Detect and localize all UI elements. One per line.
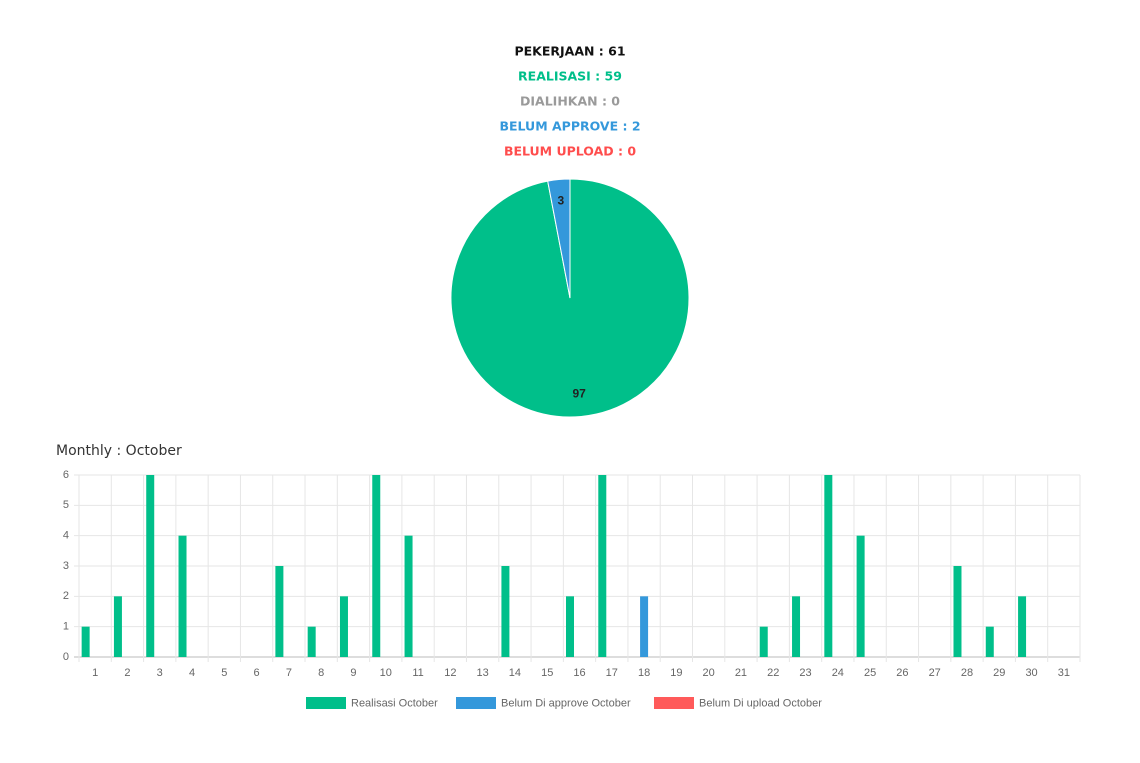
y-tick-label: 3 [63, 560, 69, 572]
bar [275, 566, 284, 657]
x-tick-label: 19 [670, 667, 682, 679]
legend-swatch[interactable] [654, 697, 694, 709]
x-tick-label: 5 [221, 667, 227, 679]
legend-swatch[interactable] [306, 697, 346, 709]
x-tick-label: 14 [509, 667, 521, 679]
x-tick-label: 21 [735, 667, 747, 679]
pie-slice [547, 178, 571, 299]
y-tick-label: 6 [63, 469, 69, 481]
x-tick-label: 12 [444, 667, 456, 679]
x-tick-label: 9 [350, 667, 356, 679]
bar [404, 535, 413, 657]
x-tick-label: 3 [157, 667, 163, 679]
bar [856, 535, 865, 657]
x-tick-label: 4 [189, 667, 195, 679]
summary-line: BELUM APPROVE : 2 [499, 119, 640, 134]
y-tick-label: 4 [63, 530, 69, 542]
bar [339, 596, 348, 657]
x-tick-label: 24 [832, 667, 844, 679]
bar [1018, 596, 1027, 657]
x-tick-label: 15 [541, 667, 553, 679]
summary-line: PEKERJAAN : 61 [514, 44, 625, 59]
summary-line: DIALIHKAN : 0 [520, 94, 620, 109]
bar [307, 626, 316, 657]
x-tick-label: 18 [638, 667, 650, 679]
bar [792, 596, 801, 657]
bar [81, 626, 90, 657]
x-tick-label: 13 [477, 667, 489, 679]
y-tick-label: 5 [63, 499, 69, 511]
bar [985, 626, 994, 657]
x-tick-label: 30 [1025, 667, 1037, 679]
bar [501, 566, 510, 657]
bar [146, 475, 155, 657]
bar [640, 596, 649, 657]
summary-line: BELUM UPLOAD : 0 [504, 144, 636, 159]
chart-title: Monthly : October [56, 443, 182, 459]
x-tick-label: 16 [573, 667, 585, 679]
x-tick-label: 25 [864, 667, 876, 679]
x-tick-label: 26 [896, 667, 908, 679]
legend-swatch[interactable] [456, 697, 496, 709]
x-tick-label: 7 [286, 667, 292, 679]
x-tick-label: 17 [606, 667, 618, 679]
y-tick-label: 2 [63, 590, 69, 602]
legend-label[interactable]: Realisasi October [351, 697, 438, 709]
x-tick-label: 22 [767, 667, 779, 679]
x-tick-label: 1 [92, 667, 98, 679]
bar [824, 475, 833, 657]
x-tick-label: 28 [961, 667, 973, 679]
x-tick-label: 23 [799, 667, 811, 679]
x-tick-label: 31 [1058, 667, 1070, 679]
x-tick-label: 6 [254, 667, 260, 679]
y-tick-label: 1 [63, 621, 69, 633]
bar [372, 475, 381, 657]
x-tick-label: 29 [993, 667, 1005, 679]
bar [113, 596, 122, 657]
legend-label[interactable]: Belum Di approve October [501, 697, 631, 709]
legend-label[interactable]: Belum Di upload October [699, 697, 822, 709]
bar [953, 566, 962, 657]
bar [566, 596, 574, 657]
pie-label: 3 [558, 194, 565, 208]
pie-label: 97 [572, 387, 586, 401]
summary-line: REALISASI : 59 [518, 69, 622, 84]
x-tick-label: 11 [412, 667, 423, 679]
x-tick-label: 27 [929, 667, 941, 679]
bar [598, 475, 607, 657]
y-tick-label: 0 [63, 651, 69, 663]
x-tick-label: 20 [703, 667, 715, 679]
bar [178, 535, 187, 657]
x-tick-label: 2 [124, 667, 130, 679]
x-tick-label: 10 [380, 667, 392, 679]
x-tick-label: 8 [318, 667, 324, 679]
bar [759, 626, 768, 657]
